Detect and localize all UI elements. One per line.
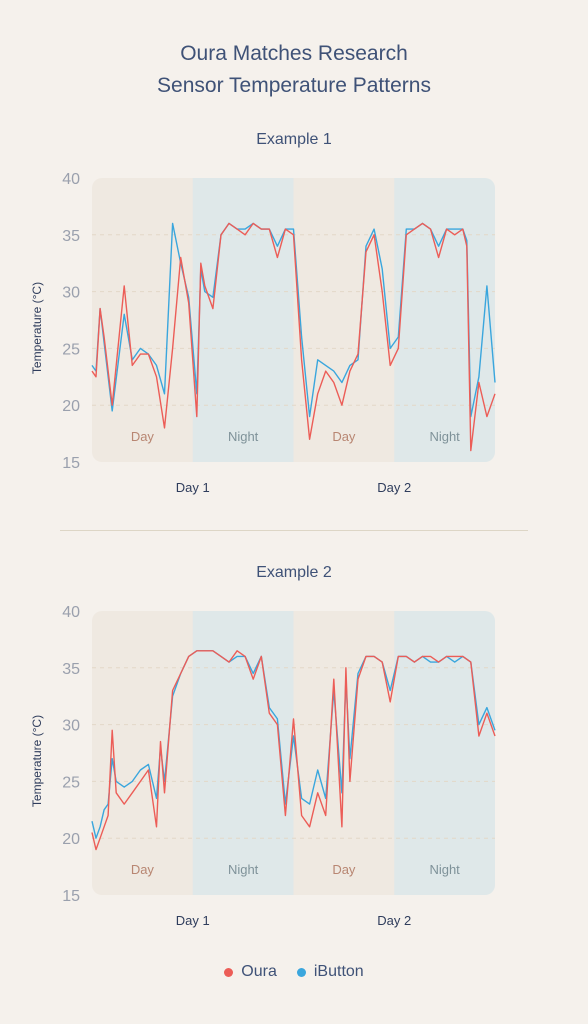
title-line-2: Sensor Temperature Patterns xyxy=(157,74,431,97)
legend-label-oura: Oura xyxy=(241,963,277,980)
example-2-ytick-30: 30 xyxy=(62,718,80,735)
legend-item-ibutton: iButton xyxy=(296,963,364,981)
example-1-band-label-2: Night xyxy=(228,429,259,444)
example-2-ytick-25: 25 xyxy=(62,774,80,791)
example-2-band-4 xyxy=(394,611,495,895)
example-2-title: Example 2 xyxy=(256,564,332,581)
example-2-band-label-3: Day xyxy=(332,862,356,877)
section-divider xyxy=(60,530,528,531)
chart-example-1: Example 1 Day Night Day Night 15 20 25 30 35 40 Tem… xyxy=(30,131,496,495)
example-1-ytick-30: 30 xyxy=(62,285,80,302)
example-1-ytick-15: 15 xyxy=(62,455,80,472)
legend-label-ibutton: iButton xyxy=(313,963,364,980)
example-1-band-4 xyxy=(394,178,495,462)
title-line-1: Oura Matches Research xyxy=(180,42,408,65)
legend-swatch-ibutton xyxy=(296,967,306,977)
example-2-band-label-4: Night xyxy=(429,862,460,877)
example-2-ytick-20: 20 xyxy=(62,831,80,848)
example-2-band-1 xyxy=(92,611,194,895)
example-1-bands xyxy=(92,178,495,462)
example-1-band-label-4: Night xyxy=(429,429,460,444)
example-1-band-3 xyxy=(293,178,395,462)
example-2-ytick-35: 35 xyxy=(62,661,80,678)
chart-example-2: Example 2 Day Night Day Night 15 20 25 30 35 40 Tem… xyxy=(30,564,496,928)
example-1-band-label-3: Day xyxy=(332,429,356,444)
example-2-bands xyxy=(92,611,495,895)
example-1-xtick-1: Day 1 xyxy=(176,480,210,495)
example-2-xtick-1: Day 1 xyxy=(176,913,210,928)
legend-item-oura: Oura xyxy=(224,963,277,981)
page-title: Oura Matches Research Sensor Temperature… xyxy=(0,38,588,102)
example-1-ytick-40: 40 xyxy=(62,171,80,188)
example-2-ytick-40: 40 xyxy=(62,604,80,621)
example-1-ylabel: Temperature (°C) xyxy=(30,282,44,374)
example-1-band-1 xyxy=(92,178,194,462)
example-2-ylabel: Temperature (°C) xyxy=(30,715,44,807)
example-1-band-label-1: Day xyxy=(131,429,155,444)
example-2-band-2 xyxy=(192,611,294,895)
example-1-band-2 xyxy=(192,178,294,462)
example-2-series-oura xyxy=(91,650,496,851)
legend-swatch-oura xyxy=(224,967,234,977)
example-2-band-label-1: Day xyxy=(131,862,155,877)
example-1-ytick-25: 25 xyxy=(62,341,80,358)
example-1-title: Example 1 xyxy=(256,131,332,148)
example-1-series-oura xyxy=(91,222,496,452)
example-2-ytick-15: 15 xyxy=(62,888,80,905)
example-1-xtick-2: Day 2 xyxy=(377,480,411,495)
example-1-ytick-35: 35 xyxy=(62,228,80,245)
example-2-band-label-2: Night xyxy=(228,862,259,877)
example-1-ytick-20: 20 xyxy=(62,398,80,415)
example-2-xtick-2: Day 2 xyxy=(377,913,411,928)
legend: Oura iButton xyxy=(0,963,588,981)
